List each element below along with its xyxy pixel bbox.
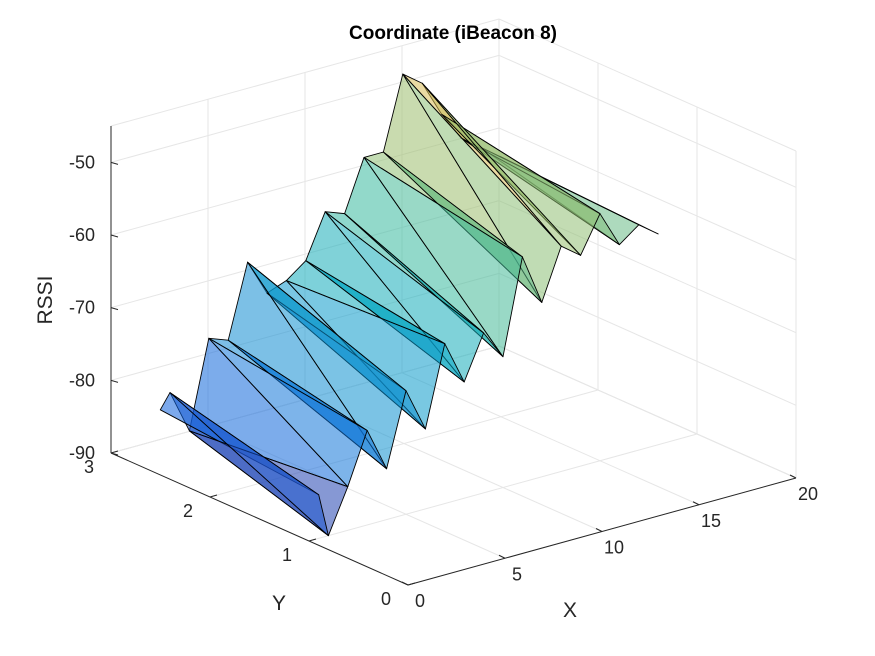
surface-facet — [208, 337, 368, 488]
z-tick-mark — [110, 234, 119, 238]
x-tick-label: 0 — [415, 591, 425, 611]
z-tick-label: -90 — [69, 443, 95, 463]
surface-facet — [324, 211, 485, 383]
x-tick-mark — [401, 581, 409, 586]
y-tick-label: 0 — [381, 589, 391, 609]
y-axis-line — [110, 452, 409, 586]
back-wall-z-gridline — [110, 54, 500, 163]
x-tick-label: 10 — [604, 538, 624, 558]
surface-facet — [421, 82, 582, 256]
surface-facet — [247, 261, 407, 470]
x-tick-label: 20 — [798, 484, 818, 504]
floor-side-edge — [498, 345, 797, 479]
surface-facet — [402, 73, 562, 303]
axes-box — [110, 126, 797, 586]
z-tick-label: -70 — [69, 298, 95, 318]
side-top-edge — [498, 18, 797, 152]
y-tick-label: 2 — [183, 501, 193, 521]
y-tick-mark — [407, 582, 416, 586]
z-tick-label: -80 — [69, 370, 95, 390]
side-wall-z-gridline — [498, 272, 797, 406]
surface-facet — [344, 213, 504, 358]
x-tick-label: 5 — [512, 564, 522, 584]
z-tick-mark — [110, 161, 119, 165]
z-tick-label: -60 — [69, 225, 95, 245]
z-tick-mark — [110, 452, 119, 456]
x-tick-label: 15 — [701, 511, 721, 531]
surface-facet — [169, 392, 329, 537]
tick-labels: 0 5 10 15 20 0 1 2 3-90 -80 -70 -60 -50 — [69, 152, 818, 611]
floor-x-gridline — [401, 372, 700, 506]
z-axis-label: RSSI — [34, 275, 57, 324]
y-tick-mark — [110, 450, 119, 454]
y-tick-label: 3 — [84, 457, 94, 477]
surface-mesh — [159, 73, 659, 537]
z-tick-mark — [110, 379, 119, 383]
x-tick-mark — [595, 528, 603, 532]
surface-facet — [363, 156, 523, 358]
y-tick-mark — [308, 538, 317, 542]
y-axis-label: Y — [272, 592, 286, 615]
side-wall-z-gridline — [498, 54, 797, 188]
x-tick-mark — [498, 554, 506, 559]
y-tick-mark — [209, 494, 218, 498]
z-tick-mark — [110, 307, 119, 311]
back-top-edge — [110, 18, 500, 127]
floor-y-gridline — [308, 433, 698, 542]
chart-title: Coordinate (iBeacon 8) — [349, 23, 557, 44]
x-axis-label: X — [563, 599, 577, 622]
y-tick-label: 1 — [282, 545, 292, 565]
side-wall-z-gridline — [498, 127, 797, 261]
x-tick-mark — [789, 474, 797, 479]
z-tick-label: -50 — [69, 152, 95, 172]
x-tick-mark — [692, 501, 700, 506]
